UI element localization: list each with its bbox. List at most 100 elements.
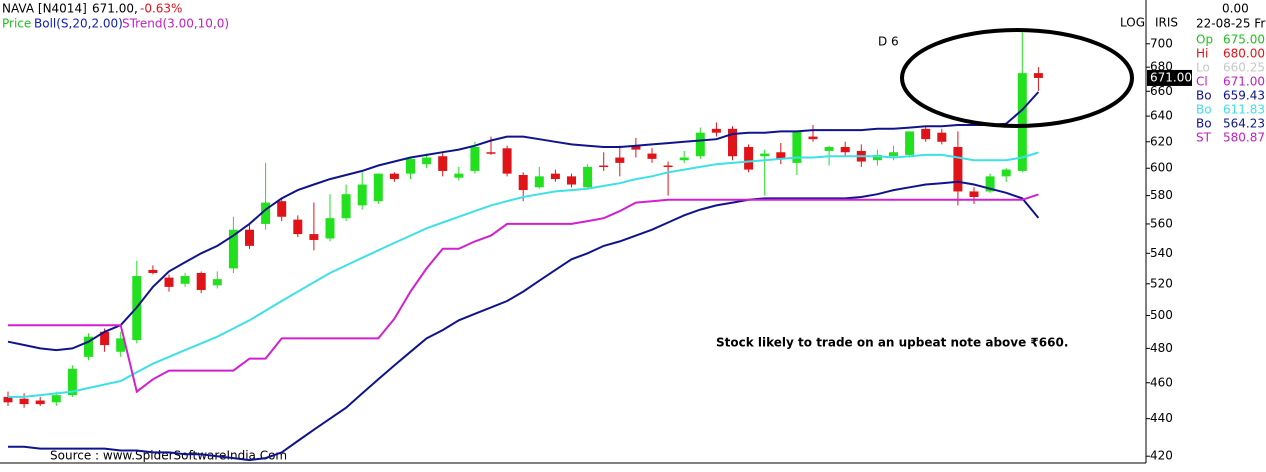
- candle-body: [728, 128, 737, 157]
- candle-body: [148, 269, 158, 273]
- candle-body: [889, 152, 898, 157]
- candle-body: [567, 176, 576, 185]
- candle-body: [357, 184, 367, 206]
- overlay-line: [8, 180, 1040, 462]
- strend-label: STrend(3.00,10,0): [122, 17, 229, 31]
- info-label: Bo: [1196, 89, 1212, 103]
- candle-body: [293, 219, 303, 235]
- candle-body: [647, 153, 657, 159]
- overlay-line: [7, 91, 1040, 352]
- candle-body: [840, 146, 850, 153]
- info-label: Hi: [1196, 47, 1208, 61]
- candle-body: [760, 153, 770, 157]
- price: 671.00,: [92, 2, 138, 16]
- info-value: 659.43: [1223, 89, 1265, 103]
- candle-body: [534, 176, 544, 188]
- candle-body: [19, 398, 29, 405]
- y-tick-label: 500: [1150, 308, 1173, 322]
- candle-body: [502, 148, 512, 174]
- info-label: Bo: [1196, 117, 1212, 131]
- candle-body: [792, 131, 802, 163]
- info-value: 564.23: [1223, 117, 1265, 131]
- y-tick-label: 580: [1150, 188, 1173, 202]
- candle-body: [116, 338, 126, 352]
- candle-body: [1033, 73, 1043, 78]
- symbol: NAVA [N4014]: [2, 2, 87, 16]
- boll-label: Boll(S,20,2.00): [34, 17, 123, 31]
- candle-body: [518, 174, 528, 191]
- candle-body: [808, 136, 818, 140]
- candle-body: [695, 132, 705, 157]
- candle-body: [776, 152, 786, 159]
- y-tick-label: 460: [1150, 375, 1173, 389]
- candle-body: [438, 156, 448, 171]
- candle-body: [486, 152, 496, 154]
- candle-body: [196, 272, 206, 291]
- marker: D 6: [878, 35, 899, 49]
- y-tick-label: 540: [1150, 246, 1173, 260]
- candle-body: [309, 234, 319, 240]
- candle-body: [985, 176, 995, 192]
- candle-body: [679, 157, 689, 161]
- candle-body: [921, 128, 931, 140]
- candle-body: [744, 146, 754, 170]
- candle-body: [164, 277, 174, 287]
- y-tick-label: 480: [1150, 341, 1173, 355]
- candle-body: [84, 336, 93, 357]
- candle-body: [905, 131, 915, 155]
- info-label: Lo: [1196, 61, 1210, 75]
- info-date: 22-08-25 Fri: [1196, 17, 1266, 31]
- info-value: 675.00: [1223, 33, 1265, 47]
- candle-body: [872, 154, 882, 161]
- plot: 4204404604805005205405605806006206406606…: [3, 32, 1173, 463]
- candle-body: [422, 157, 432, 165]
- candle-body: [67, 368, 77, 396]
- candle-body: [969, 191, 979, 198]
- annotation: Stock likely to trade on an upbeat note …: [716, 336, 1068, 350]
- info-value: 580.87: [1223, 131, 1265, 145]
- info-top: 0.00: [1222, 2, 1249, 16]
- candle-body: [406, 158, 415, 174]
- info-label: Cl: [1196, 75, 1208, 89]
- candle-body: [937, 132, 947, 142]
- candle-body: [583, 166, 593, 188]
- candle-body: [470, 146, 480, 171]
- candle-body: [953, 146, 963, 192]
- info-label: Op: [1196, 33, 1213, 47]
- overlay-line: [8, 193, 1039, 394]
- candle-body: [824, 146, 834, 151]
- info-value: 680.00: [1223, 47, 1265, 61]
- candle-body: [615, 157, 625, 163]
- price-tag: 671.00: [1150, 70, 1192, 84]
- price-tag-bg: [1147, 69, 1192, 86]
- candle-body: [550, 173, 560, 180]
- candle-body: [277, 201, 287, 217]
- info-label: Bo: [1196, 103, 1212, 117]
- candle-body: [1017, 73, 1027, 171]
- candle-body: [454, 173, 464, 178]
- y-tick-label: 420: [1150, 449, 1173, 463]
- candle-body: [51, 395, 61, 403]
- y-tick-label: 560: [1150, 216, 1173, 230]
- change: -0.63%: [140, 2, 182, 16]
- y-tick-label: 640: [1150, 109, 1173, 123]
- highlight-ellipse: [900, 28, 1134, 128]
- candle-body: [599, 165, 609, 168]
- candle-body: [341, 194, 351, 219]
- overlay-line: [8, 151, 1039, 398]
- info-value: 660.25: [1223, 61, 1265, 75]
- candle-body: [711, 128, 721, 133]
- y-tick-label: 600: [1150, 161, 1173, 175]
- y-tick-label: 660: [1150, 84, 1173, 98]
- candle-body: [100, 331, 110, 346]
- price-label: Price: [2, 17, 31, 31]
- info-value: 611.83: [1223, 103, 1265, 117]
- info-label: ST: [1196, 131, 1212, 145]
- candle-body: [631, 145, 641, 150]
- y-tick-label: 620: [1150, 134, 1173, 148]
- candle-body: [3, 396, 13, 403]
- scale-label: LOG: [1120, 16, 1145, 30]
- y-tick-label: 700: [1150, 36, 1173, 50]
